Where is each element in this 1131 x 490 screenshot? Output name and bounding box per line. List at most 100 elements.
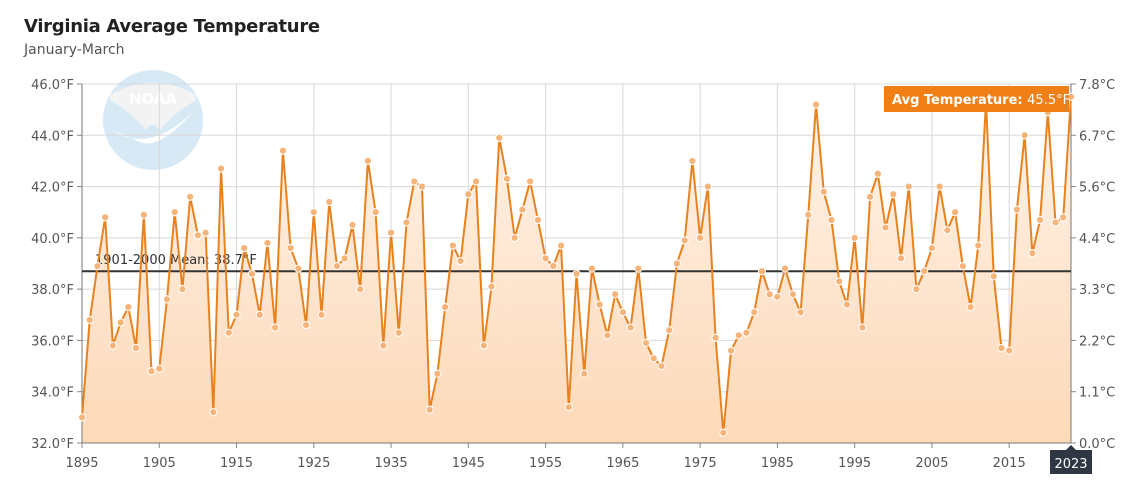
data-point[interactable]: 1985: 37.7°F <box>773 292 782 301</box>
data-point[interactable]: 1991: 41.8°F <box>819 187 828 196</box>
data-point[interactable]: 1978: 32.4°F <box>719 428 728 437</box>
data-point[interactable]: 1900: 36.7°F <box>116 318 125 327</box>
data-point[interactable]: 1895: 33°F <box>77 413 87 422</box>
data-point[interactable]: 1941: 34.7°F <box>433 369 442 378</box>
data-point[interactable]: 1993: 38.3°F <box>835 277 844 286</box>
data-point[interactable]: 1927: 41.4°F <box>325 197 334 207</box>
data-point[interactable]: 1943: 39.7°F <box>448 241 457 250</box>
data-point[interactable]: 1975: 40°F <box>696 233 705 242</box>
data-point[interactable]: 1962: 37.4°F <box>595 300 604 309</box>
data-point[interactable]: 1918: 37°F <box>255 310 264 319</box>
data-point[interactable]: 1936: 36.3°F <box>394 328 403 337</box>
data-point[interactable]: 1916: 39.6°F <box>240 244 249 253</box>
data-point[interactable]: 2006: 42°F <box>935 182 944 191</box>
data-point[interactable]: 2022: 40.8°F <box>1059 213 1068 222</box>
data-point[interactable]: 1982: 37.1°F <box>750 308 759 317</box>
data-point[interactable]: 1965: 37.1°F <box>618 308 627 317</box>
data-point[interactable]: 2011: 39.7°F <box>974 241 983 250</box>
data-point[interactable]: 1912: 33.2°F <box>209 408 218 417</box>
data-point[interactable]: 1925: 41°F <box>309 208 318 217</box>
data-point[interactable]: 1945: 41.7°F <box>464 190 473 199</box>
data-point[interactable]: 1959: 38.6°F <box>572 269 581 278</box>
data-point[interactable]: 1966: 36.5°F <box>626 323 635 332</box>
data-point[interactable]: 1961: 38.8°F <box>587 264 597 273</box>
data-point[interactable]: 1984: 37.8°F <box>765 290 774 299</box>
data-point[interactable]: 1934: 35.8°F <box>379 341 388 350</box>
data-point[interactable]: 2005: 39.6°F <box>927 244 937 253</box>
data-point[interactable]: 1944: 39.1°F <box>456 256 465 266</box>
data-point[interactable]: 1913: 42.7°F <box>216 164 226 173</box>
data-point[interactable]: 1960: 34.7°F <box>580 369 589 378</box>
data-point[interactable]: 1958: 33.4°F <box>564 403 573 412</box>
data-point[interactable]: 1969: 35.3°F <box>649 354 658 363</box>
data-point[interactable]: 2014: 35.7°F <box>997 344 1006 353</box>
data-point[interactable]: 1946: 42.2°F <box>471 177 481 186</box>
data-point[interactable]: 1954: 40.7°F <box>533 215 542 225</box>
data-point[interactable]: 2009: 38.9°F <box>958 261 967 271</box>
data-point[interactable]: 2013: 38.5°F <box>989 272 998 281</box>
data-point[interactable]: 1988: 37.1°F <box>796 308 805 317</box>
data-point[interactable]: 1972: 39°F <box>672 259 682 268</box>
data-point[interactable]: 1957: 39.7°F <box>556 241 566 250</box>
data-point[interactable]: 1992: 40.7°F <box>827 215 836 225</box>
data-point[interactable]: 1973: 39.9°F <box>680 236 689 245</box>
data-point[interactable]: 1949: 43.9°F <box>495 133 504 142</box>
data-point[interactable]: 1996: 36.5°F <box>858 323 867 332</box>
data-point[interactable]: 1979: 35.6°F <box>726 346 736 355</box>
data-point[interactable]: 1990: 45.2°F <box>811 100 821 109</box>
data-point[interactable]: 1970: 35°F <box>657 361 666 371</box>
data-point[interactable]: 1963: 36.2°F <box>603 331 612 340</box>
data-point[interactable]: 1968: 35.9°F <box>641 338 651 348</box>
data-point[interactable]: 1953: 42.2°F <box>526 177 535 186</box>
data-point[interactable]: 2021: 40.6°F <box>1051 218 1060 227</box>
data-point[interactable]: 1901: 37.3°F <box>124 302 133 312</box>
data-point[interactable]: 1924: 36.6°F <box>301 320 311 330</box>
data-point[interactable]: 2018: 39.4°F <box>1028 249 1037 258</box>
data-point[interactable]: 1989: 40.9°F <box>804 210 813 219</box>
data-point[interactable]: 1986: 38.8°F <box>781 264 790 273</box>
data-point[interactable]: 1950: 42.3°F <box>502 174 512 183</box>
data-point[interactable]: 2008: 41°F <box>951 208 960 217</box>
data-point[interactable]: 2000: 41.7°F <box>889 190 898 199</box>
data-point[interactable]: 1952: 41.1°F <box>518 205 527 214</box>
data-point[interactable]: 1910: 40.1°F <box>193 231 202 240</box>
data-point[interactable]: 2019: 40.7°F <box>1035 215 1045 225</box>
data-point[interactable]: 1917: 38.6°F <box>247 269 257 278</box>
data-point[interactable]: 1899: 35.8°F <box>108 341 118 350</box>
data-point[interactable]: 1922: 39.6°F <box>286 244 295 253</box>
data-point[interactable]: 1935: 40.2°F <box>386 228 396 237</box>
temperature-series[interactable]: 1895: 33°F 1896: 36.8°F 1897: 38.9°F 1898: … <box>77 92 1076 437</box>
data-point[interactable]: 1897: 38.9°F <box>93 261 102 271</box>
data-point[interactable]: 2003: 38°F <box>912 285 921 294</box>
data-point[interactable]: 1930: 40.5°F <box>348 220 357 230</box>
data-point[interactable]: 2007: 40.3°F <box>943 226 952 235</box>
data-point[interactable]: 1967: 38.8°F <box>634 264 643 273</box>
data-point[interactable]: 1977: 36.1°F <box>711 333 720 342</box>
data-point[interactable]: 1994: 37.4°F <box>842 300 852 309</box>
data-point[interactable]: 1915: 37°F <box>232 310 241 319</box>
data-point[interactable]: 1956: 38.9°F <box>549 261 558 271</box>
data-point[interactable]: 1939: 42°F <box>417 182 427 191</box>
data-point[interactable]: 2015: 35.6°F <box>1005 346 1014 355</box>
data-point[interactable]: 1933: 41°F <box>371 208 380 217</box>
data-point[interactable]: 1903: 40.9°F <box>139 210 148 219</box>
data-point[interactable]: 2010: 37.3°F <box>966 302 975 312</box>
data-point[interactable]: 1919: 39.8°F <box>263 238 272 248</box>
data-point[interactable]: 2016: 41.1°F <box>1012 205 1022 214</box>
data-point[interactable]: 1937: 40.6°F <box>402 218 411 227</box>
data-point[interactable]: 1911: 40.2°F <box>201 228 210 237</box>
data-point[interactable]: 1951: 40°F <box>510 233 519 242</box>
data-point[interactable]: 1980: 36.2°F <box>734 331 743 340</box>
data-point[interactable]: 1907: 41°F <box>170 208 179 217</box>
data-point[interactable]: 1906: 37.6°F <box>162 295 172 304</box>
data-point[interactable]: 1964: 37.8°F <box>611 290 620 299</box>
data-point[interactable]: 1932: 43°F <box>363 156 372 166</box>
data-point[interactable]: 1920: 36.5°F <box>271 323 280 332</box>
data-point[interactable]: 1976: 42°F <box>703 182 712 191</box>
data-point[interactable]: 1983: 38.7°F <box>757 267 767 276</box>
data-point[interactable]: 1923: 38.8°F <box>294 264 303 273</box>
data-point[interactable]: 2001: 39.2°F <box>896 254 906 263</box>
data-point[interactable]: 1974: 43°F <box>688 156 697 166</box>
data-point[interactable]: 1938: 42.2°F <box>410 177 419 186</box>
data-point[interactable]: 1909: 41.6°F <box>186 192 195 201</box>
